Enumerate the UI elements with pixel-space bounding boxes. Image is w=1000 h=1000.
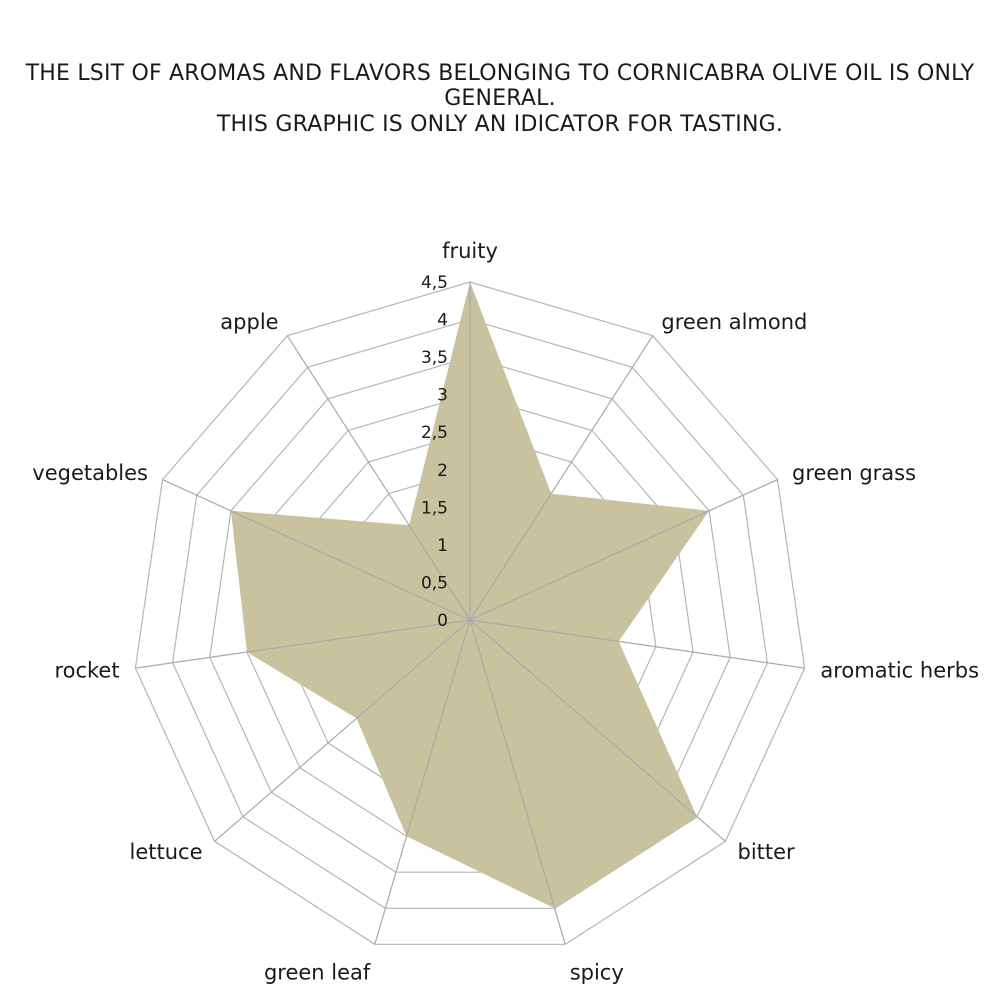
chart-title-line-2: THIS GRAPHIC IS ONLY AN IDICATOR FOR TAS…	[216, 112, 784, 137]
spoke-6	[374, 619, 471, 945]
category-label-rocket: rocket	[54, 658, 119, 682]
category-labels: fruity green almond green grass aromatic he…	[32, 239, 979, 985]
tick-label: 2	[437, 461, 448, 481]
tick-label: 4	[437, 311, 448, 331]
spoke-7	[214, 619, 471, 842]
tick-label: 0,5	[421, 573, 448, 593]
category-label-fruity: fruity	[442, 239, 498, 263]
radar-spokes	[135, 282, 805, 945]
spoke-1	[469, 335, 654, 621]
spoke-2	[469, 479, 778, 621]
spoke-8	[135, 619, 471, 669]
spoke-5	[469, 619, 566, 945]
tick-label: 0	[437, 611, 448, 631]
tick-label: 1,5	[421, 498, 448, 518]
tick-label: 4,5	[421, 273, 448, 293]
chart-title-line-1: THE LSIT OF AROMAS AND FLAVORS BELONGING…	[25, 61, 975, 111]
category-label-apple: apple	[220, 310, 278, 334]
spoke-9	[162, 479, 471, 621]
tick-label: 3,5	[421, 348, 448, 368]
grid-ring-8	[171, 318, 769, 909]
category-label-green-grass: green grass	[792, 461, 916, 485]
category-label-green-leaf: green leaf	[264, 961, 371, 985]
category-label-bitter: bitter	[738, 840, 796, 864]
grid-ring-9	[134, 281, 806, 945]
category-label-aromatic-herbs: aromatic herbs	[820, 658, 979, 682]
spoke-10	[286, 335, 471, 621]
spoke-4	[469, 619, 726, 842]
radial-tick-labels: 0 0,5 1 1,5 2 2,5 3 3,5 4 4,5	[421, 273, 448, 631]
category-label-lettuce: lettuce	[130, 840, 203, 864]
tick-label: 1	[437, 536, 448, 556]
category-label-spicy: spicy	[570, 961, 624, 985]
grid-ring-7	[209, 356, 731, 873]
spoke-3	[469, 619, 805, 669]
tick-label: 2,5	[421, 423, 448, 443]
category-label-green-almond: green almond	[661, 310, 807, 334]
tick-label: 3	[437, 386, 448, 406]
category-label-vegetables: vegetables	[32, 461, 148, 485]
